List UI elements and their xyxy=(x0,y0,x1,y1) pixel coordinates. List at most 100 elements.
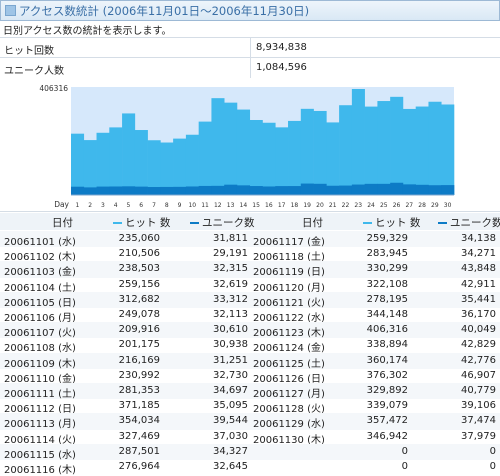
uniques-legend-icon xyxy=(190,222,199,224)
table-row: 20061107 (火) 209,916 30,610 20061123 (木) 406… xyxy=(0,322,500,339)
col-hits-header: ヒット 数 xyxy=(113,215,170,230)
table-row: 20061102 (木) 210,506 29,191 20061118 (土) 283… xyxy=(0,246,500,264)
x-tick-label: 19 xyxy=(303,202,311,209)
hits-bar xyxy=(364,106,378,195)
cell-uniques: 32,730 xyxy=(213,369,248,381)
cell-date: 20061113 (月) xyxy=(4,419,76,431)
hits-bar xyxy=(211,98,225,195)
cell-date: 20061130 (木) xyxy=(253,434,325,446)
cell-uniques: 31,251 xyxy=(213,354,248,366)
cell-hits: 330,299 xyxy=(366,263,408,275)
hits-bar xyxy=(147,140,161,195)
cell-date: 20061109 (木) xyxy=(4,358,76,370)
cell-date: 20061110 (金) xyxy=(4,373,76,385)
uniques-bar xyxy=(109,186,123,195)
x-tick-label: 9 xyxy=(178,202,182,209)
x-tick-label: 21 xyxy=(329,202,337,209)
summary-label: ユニーク人数 xyxy=(4,66,64,77)
description: 日別アクセス数の統計を表示します。 xyxy=(3,26,172,37)
cell-date: 20061124 (金) xyxy=(253,343,325,355)
col-date-header: 日付 xyxy=(302,217,323,229)
cell-date: 20061108 (水) xyxy=(4,343,76,355)
table-row: 20061103 (金) 238,503 32,315 20061119 (日) 330… xyxy=(0,261,500,278)
hits-bar xyxy=(288,120,302,195)
cell-uniques: 37,979 xyxy=(461,430,496,442)
hits-bar xyxy=(326,122,340,195)
cell-uniques: 34,697 xyxy=(213,385,248,396)
cell-uniques: 30,938 xyxy=(213,339,248,351)
col-uniques-header: ユニーク数 xyxy=(438,215,500,230)
cell-hits: 278,195 xyxy=(366,293,408,305)
cell-hits: 354,034 xyxy=(118,415,160,427)
x-tick-label: 10 xyxy=(188,202,196,209)
x-tick-label: 22 xyxy=(342,202,350,209)
hits-bar xyxy=(428,101,442,195)
cell-uniques: 34,327 xyxy=(213,445,248,457)
cell-hits: 259,329 xyxy=(366,233,408,244)
uniques-bar xyxy=(390,182,404,195)
square-icon xyxy=(5,5,16,16)
hits-bar xyxy=(377,101,391,195)
cell-date: 20061102 (木) xyxy=(4,252,76,264)
x-tick-label: 23 xyxy=(354,202,362,209)
cell-uniques: 34,271 xyxy=(461,248,496,260)
cell-hits: 201,175 xyxy=(118,339,160,351)
cell-hits: 322,108 xyxy=(366,278,408,290)
hits-bar xyxy=(109,127,123,195)
hits-bar xyxy=(236,109,251,195)
cell-uniques: 42,829 xyxy=(461,339,496,351)
cell-hits: 344,148 xyxy=(366,309,408,320)
col-hits-header: ヒット 数 xyxy=(363,215,420,230)
uniques-bar xyxy=(236,185,251,195)
table-row: 20061112 (日) 371,185 35,095 20061128 (火) 339… xyxy=(0,398,500,416)
uniques-bar xyxy=(71,186,85,195)
cell-uniques: 34,138 xyxy=(461,233,496,244)
cell-date: 20061117 (金) xyxy=(253,237,325,248)
uniques-bar xyxy=(249,186,263,195)
cell-date: 20061122 (水) xyxy=(253,313,325,324)
cell-uniques: 40,779 xyxy=(461,385,496,396)
hits-bar xyxy=(351,89,365,195)
cell-uniques: 30,610 xyxy=(213,324,248,336)
uniques-bar xyxy=(364,183,378,195)
cell-hits: 276,964 xyxy=(118,461,160,472)
cell-hits: 238,503 xyxy=(118,263,160,275)
cell-date: 20061104 (土) xyxy=(4,282,76,294)
cell-date: 20061126 (日) xyxy=(253,373,325,385)
x-tick-label: 24 xyxy=(367,202,375,209)
hits-bar xyxy=(185,134,199,195)
cell-hits: 406,316 xyxy=(366,324,408,336)
table-row: 20061113 (月) 354,034 39,544 20061129 (水) 357… xyxy=(0,413,500,431)
hits-bar xyxy=(390,96,404,195)
cell-uniques: 36,170 xyxy=(461,309,496,320)
cell-hits: 0 xyxy=(401,461,408,472)
hits-bar xyxy=(300,108,314,195)
x-tick-label: 8 xyxy=(165,202,169,209)
summary-row-uniques: ユニーク人数 1,084,596 xyxy=(0,57,500,79)
hits-bar xyxy=(83,140,97,195)
cell-uniques: 37,474 xyxy=(461,415,496,427)
x-tick-label: 14 xyxy=(240,202,248,209)
cell-date: 20061112 (日) xyxy=(4,404,76,416)
hits-bar xyxy=(262,122,276,195)
table-row: 20061111 (土) 281,353 34,697 20061127 (月) 329… xyxy=(0,383,500,400)
cell-uniques: 0 xyxy=(489,445,496,457)
uniques-legend-icon xyxy=(438,222,447,224)
title-bar: アクセス数統計 (2006年11月01日～2006年11月30日) xyxy=(0,0,500,21)
hits-bar xyxy=(441,104,455,195)
x-tick-label: 29 xyxy=(431,202,439,209)
table-row: 20061101 (水) 235,060 31,811 20061117 (金) 259… xyxy=(0,231,500,248)
table-header: 日付 ヒット 数 ユニーク数 日付 ヒット 数 ユニーク数 xyxy=(0,213,500,230)
uniques-bar xyxy=(326,185,340,195)
cell-hits: 259,156 xyxy=(118,278,160,290)
cell-uniques: 42,911 xyxy=(461,278,496,290)
uniques-bar xyxy=(147,187,161,195)
x-tick-label: 28 xyxy=(418,202,426,209)
hits-bar xyxy=(415,106,429,195)
x-tick-label: 18 xyxy=(291,202,299,209)
cell-hits: 230,992 xyxy=(118,369,160,381)
cell-date: 20061128 (火) xyxy=(253,404,325,416)
uniques-bar xyxy=(198,185,212,195)
cell-uniques: 33,312 xyxy=(213,293,248,305)
